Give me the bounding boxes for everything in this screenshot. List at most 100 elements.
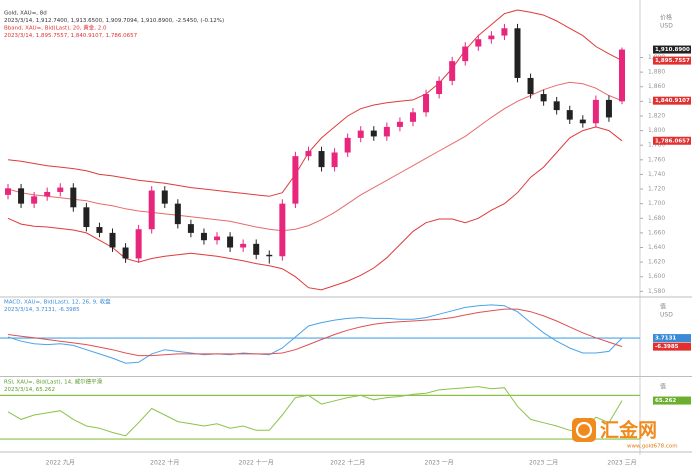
candle-body [83, 207, 90, 228]
logo-url: www.gold678.com [627, 444, 678, 450]
candle-body [592, 99, 599, 124]
logo: 汇金网 www.gold678.com [572, 418, 678, 450]
value-tag [653, 56, 691, 65]
candle-body [436, 80, 443, 95]
candle-body [305, 151, 312, 157]
y-tick-label: 1,780 [648, 142, 665, 149]
candle-body [475, 39, 482, 47]
candle-body [18, 188, 25, 204]
legend-text: Gold, XAU=, 8d [4, 11, 47, 17]
value-tag-label: -6.3985 [655, 344, 679, 350]
candle-body [527, 77, 534, 95]
candle-body [357, 130, 364, 138]
legend-text: 2023/3/14, 1,912.7400, 1,913.6500, 1,909… [4, 18, 224, 24]
candle-body [449, 61, 456, 81]
candle-body [605, 99, 612, 118]
y-tick-label: 1,820 [648, 112, 665, 119]
candle-body [109, 232, 116, 248]
candle-body [409, 112, 416, 122]
candle-body [44, 191, 51, 197]
candle-body [122, 247, 129, 259]
candle-body [161, 190, 168, 204]
candle-body [579, 119, 586, 124]
candle-body [501, 28, 508, 36]
series-line [7, 304, 623, 364]
legend-text: RSI, XAU=, Bid(Last), 14, 威尔德平滑 [4, 378, 103, 386]
candle-body [5, 188, 11, 195]
value-tag-label: 65.262 [655, 398, 676, 404]
candle-body [423, 94, 430, 113]
value-tag-label: 1,895.7557 [655, 58, 690, 64]
candle-body [135, 229, 142, 259]
candle-body [57, 187, 64, 192]
y-tick-label: 1,760 [648, 156, 665, 163]
value-tag-label: 1,910.8900 [655, 47, 690, 53]
y-tick-label: 1,700 [648, 200, 665, 207]
series-line [7, 386, 623, 437]
candle-body [540, 94, 547, 102]
axis-label: 值 [660, 383, 666, 391]
y-tick-label: 1,800 [648, 127, 665, 134]
candle-body [370, 130, 377, 137]
candle-body [253, 243, 260, 255]
value-tag-label: 3.7131 [655, 336, 676, 342]
x-tick-label: 2022 十月 [150, 459, 179, 467]
x-tick-label: 2023 二月 [529, 460, 558, 467]
legend-text: MACD, XAU=, Bid(Last), 12, 26, 9, 收盘 [4, 298, 111, 306]
candle-body [619, 49, 625, 102]
x-tick-label: 2023 一月 [425, 460, 454, 467]
x-tick-label: 2022 九月 [46, 459, 75, 467]
y-tick-label: 1,860 [648, 83, 665, 90]
candle-body [344, 137, 351, 153]
candle-body [240, 243, 247, 248]
y-tick-label: 1,640 [648, 244, 665, 251]
candle-body [148, 190, 155, 230]
y-tick-label: 1,680 [648, 215, 665, 222]
series-line [7, 308, 623, 357]
axis-label: 值 [660, 303, 666, 311]
candle-body [31, 196, 38, 204]
legend-text: Bband, XAU=, Bid(Last), 20, 黄金, 2.0 [4, 24, 107, 32]
value-tag-label: 1,786.0657 [655, 138, 690, 144]
y-tick-label: 1,880 [648, 69, 665, 76]
axis-label: USD [660, 312, 673, 319]
series-line [7, 9, 623, 197]
axis-label: 价格 [660, 14, 672, 22]
series-line [7, 81, 623, 232]
candle-body [566, 110, 573, 120]
candle-body [396, 121, 403, 127]
value-tag [653, 45, 691, 54]
candle-body [70, 187, 77, 208]
candle-body [214, 236, 221, 241]
y-tick-label: 1,600 [648, 273, 665, 280]
candle-body [266, 254, 273, 257]
value-tag [653, 136, 691, 145]
logo-name: 汇金网 [600, 419, 657, 442]
candle-body [227, 236, 234, 248]
candle-body [292, 156, 299, 204]
value-tag [653, 96, 691, 105]
x-tick-label: 2023 三月 [607, 460, 636, 467]
legend-text: 2023/3/14, 1,895.7557, 1,840.9107, 1,786… [4, 33, 138, 39]
value-tag [653, 342, 691, 351]
candle-body [279, 203, 286, 257]
y-tick-label: 1,580 [648, 288, 665, 295]
value-tag [653, 396, 691, 405]
candle-body [174, 203, 181, 225]
x-tick-label: 2022 十一月 [239, 459, 274, 467]
candle-body [383, 126, 390, 137]
y-tick-label: 1,660 [648, 229, 665, 236]
candle-body [553, 101, 560, 111]
x-tick-label: 2022 十二月 [330, 459, 365, 467]
y-tick-label: 1,620 [648, 259, 665, 266]
candle-body [331, 152, 338, 168]
legend-text: 2023/3/14, 3.7131, -6.3985 [4, 307, 80, 313]
y-tick-label: 1,740 [648, 171, 665, 178]
candle-body [200, 232, 207, 241]
candle-body [187, 224, 194, 233]
axis-label: USD [660, 23, 673, 30]
y-tick-label: 1,720 [648, 186, 665, 193]
candle-body [96, 227, 103, 233]
logo-icon [572, 418, 596, 442]
